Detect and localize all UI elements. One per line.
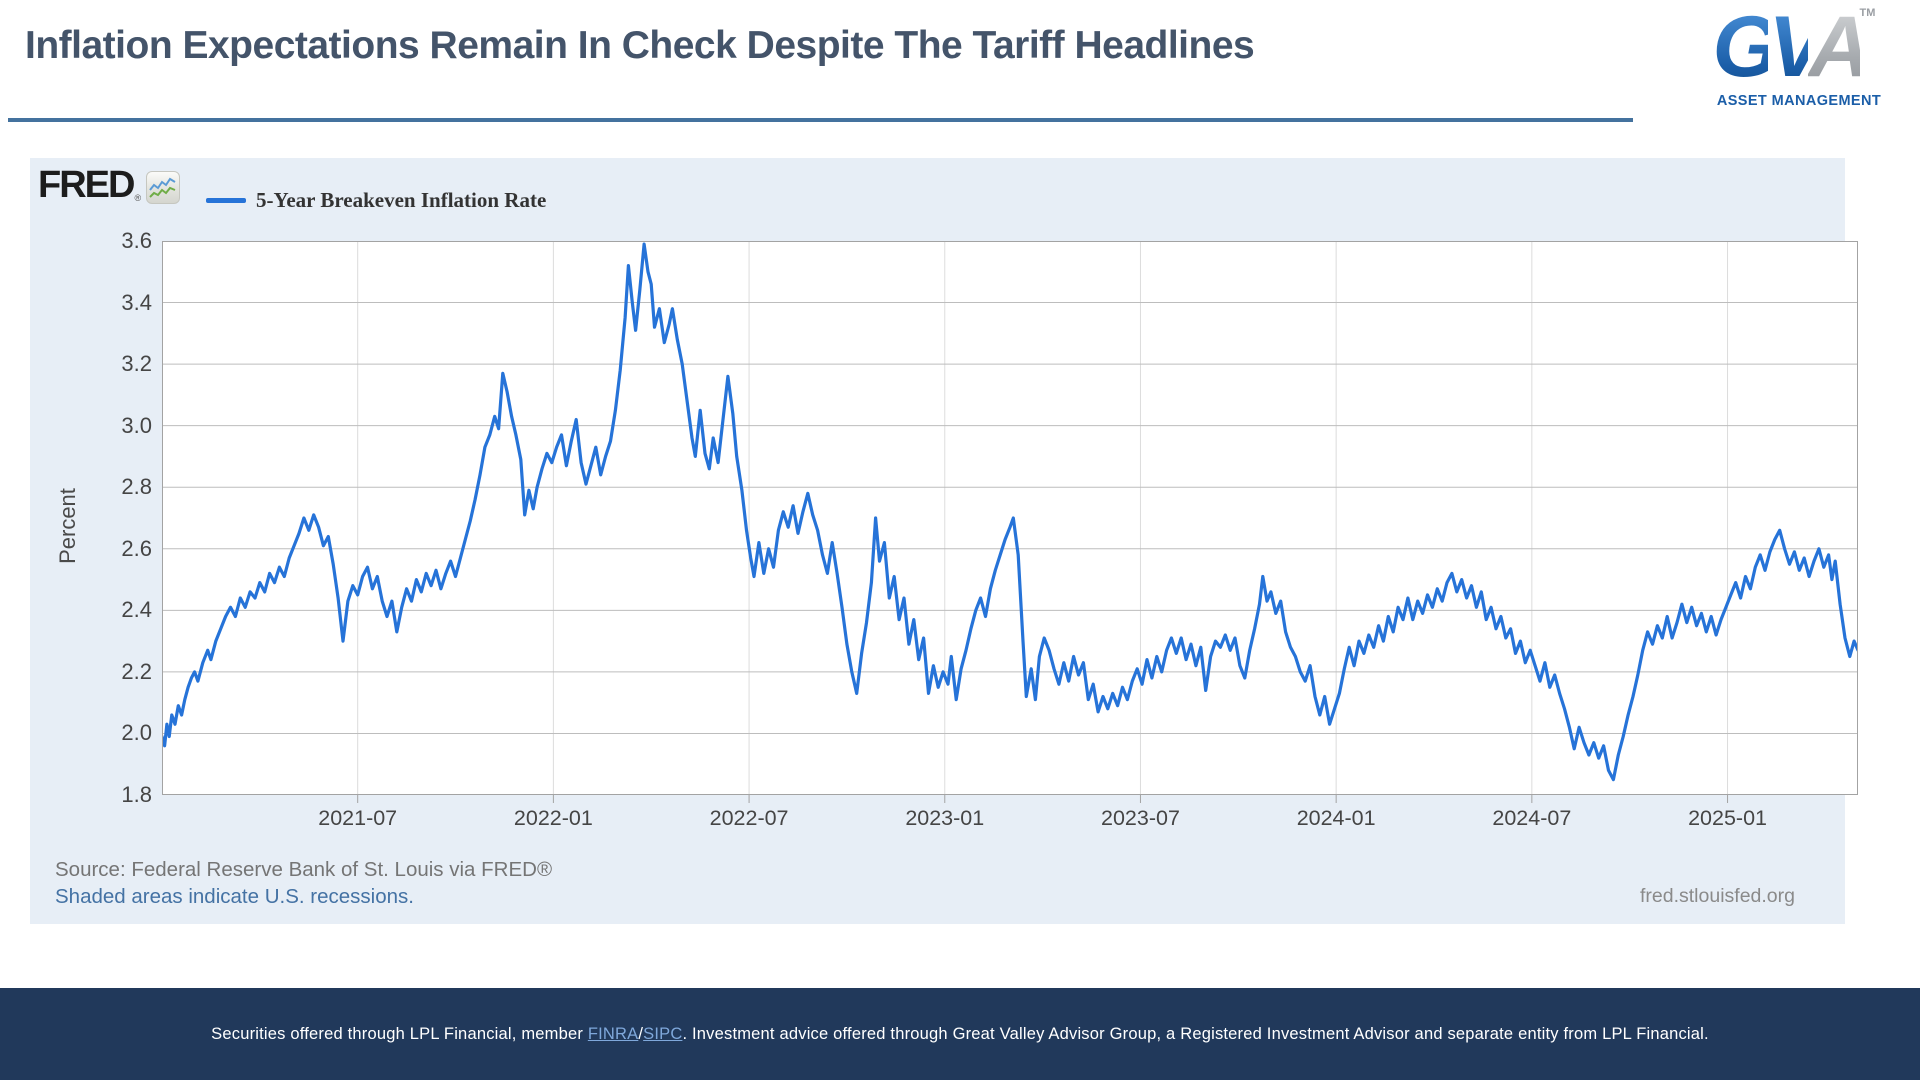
link-separator: / xyxy=(638,1024,644,1043)
legend-label: 5-Year Breakeven Inflation Rate xyxy=(256,188,547,212)
y-tick-label: 1.8 xyxy=(121,782,152,807)
gva-logo: GVATM ASSET MANAGEMENT xyxy=(1694,4,1904,109)
logo-subtitle: ASSET MANAGEMENT xyxy=(1716,93,1882,109)
fred-logo: FRED ® xyxy=(38,164,181,206)
page-title: Inflation Expectations Remain In Check D… xyxy=(25,24,1255,67)
source-text: Source: Federal Reserve Bank of St. Loui… xyxy=(55,858,553,881)
y-tick-label: 2.0 xyxy=(121,720,152,746)
plot-background xyxy=(162,241,1858,795)
disclosure-text-after: . Investment advice offered through Grea… xyxy=(682,1024,1709,1043)
legend-line-swatch xyxy=(206,198,246,203)
y-tick-label: 3.2 xyxy=(121,351,152,377)
y-tick-label: 2.2 xyxy=(121,658,152,684)
horizontal-gridlines xyxy=(162,302,1858,734)
x-tick-label: 2024-01 xyxy=(1296,806,1376,830)
chart-legend: 5-Year Breakeven Inflation Rate xyxy=(206,188,546,213)
fred-logo-text: FRED xyxy=(38,164,135,206)
x-tick-marks xyxy=(357,795,1729,803)
x-tick-label: 2024-07 xyxy=(1492,806,1572,830)
title-underline xyxy=(8,118,1633,122)
recession-note-link[interactable]: Shaded areas indicate U.S. recessions. xyxy=(55,885,414,908)
y-tick-label: 2.4 xyxy=(121,597,152,623)
plot-area xyxy=(162,241,1858,803)
x-tick-label: 2021-07 xyxy=(318,806,398,830)
x-tick-label: 2025-01 xyxy=(1688,806,1767,830)
plot-border xyxy=(162,241,1858,795)
finra-link[interactable]: FINRA xyxy=(587,1024,639,1043)
logo-letter-v: V xyxy=(1768,0,1819,95)
x-tick-label: 2023-01 xyxy=(905,806,985,830)
y-tick-label: 3.6 xyxy=(121,228,152,253)
trademark-mark: TM xyxy=(1859,7,1876,19)
fred-url: fred.stlouisfed.org xyxy=(1639,885,1795,907)
x-tick-label: 2022-07 xyxy=(709,806,789,830)
fred-sparkline-icon xyxy=(146,171,181,204)
logo-letter-a: A xyxy=(1808,0,1870,95)
disclosure-text: Securities offered through LPL Financial… xyxy=(211,1025,1709,1044)
vertical-gridlines xyxy=(357,241,1729,795)
series-line xyxy=(162,242,1858,782)
sipc-link[interactable]: SIPC xyxy=(643,1024,683,1043)
fred-chart-card: FRED ® 5-Year Breakeven Inflation Rate P… xyxy=(30,158,1858,924)
x-tick-label: 2022-01 xyxy=(513,806,593,830)
disclosure-footer: Securities offered through LPL Financial… xyxy=(0,988,1920,1080)
logo-letter-g: G xyxy=(1712,0,1780,95)
disclosure-text-before: Securities offered through LPL Financial… xyxy=(211,1024,588,1043)
registered-mark: ® xyxy=(134,193,142,203)
x-tick-label: 2023-07 xyxy=(1101,806,1180,830)
y-tick-label: 2.6 xyxy=(121,535,152,561)
y-tick-label: 2.8 xyxy=(121,474,152,500)
y-tick-label: 3.0 xyxy=(121,412,152,438)
y-tick-label: 3.4 xyxy=(121,289,152,315)
gva-logo-letters: GVATM xyxy=(1713,4,1886,90)
